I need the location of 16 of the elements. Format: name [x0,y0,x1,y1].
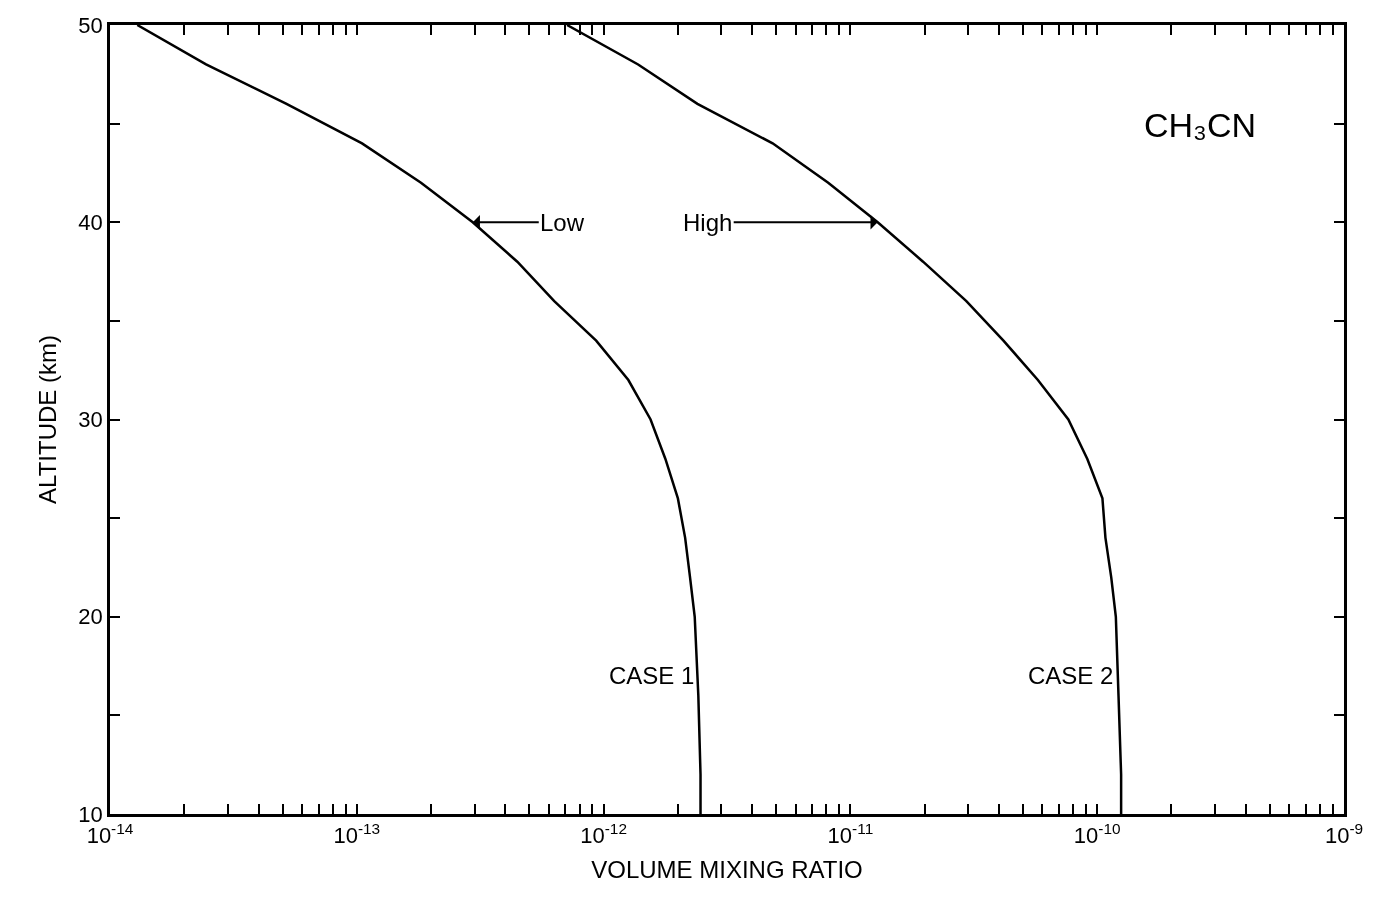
x-tick-label: 10$^{-13}$ [333,819,381,849]
y-tick-label: 30 [78,407,103,433]
annotation: CASE 1 [609,662,695,689]
annotation: High [683,209,733,236]
annotation: CASE 2 [1028,662,1114,689]
x-tick-label: 10$^{-9}$ [1324,819,1364,849]
y-axis-title: ALTITUDE (km) [34,335,62,504]
x-tick-label: 10$^{-10}$ [1073,819,1121,849]
x-axis-title: VOLUME MIXING RATIO [591,856,863,884]
x-tick-label: 10$^{-12}$ [580,819,627,849]
x-tick-label: 10$^{-11}$ [827,819,874,849]
y-tick-label: 40 [78,209,103,235]
annotation: CH₃CN [1144,106,1257,144]
y-tick-label: 50 [78,12,103,38]
y-tick-label: 20 [78,604,103,630]
annotation: Low [540,209,585,236]
